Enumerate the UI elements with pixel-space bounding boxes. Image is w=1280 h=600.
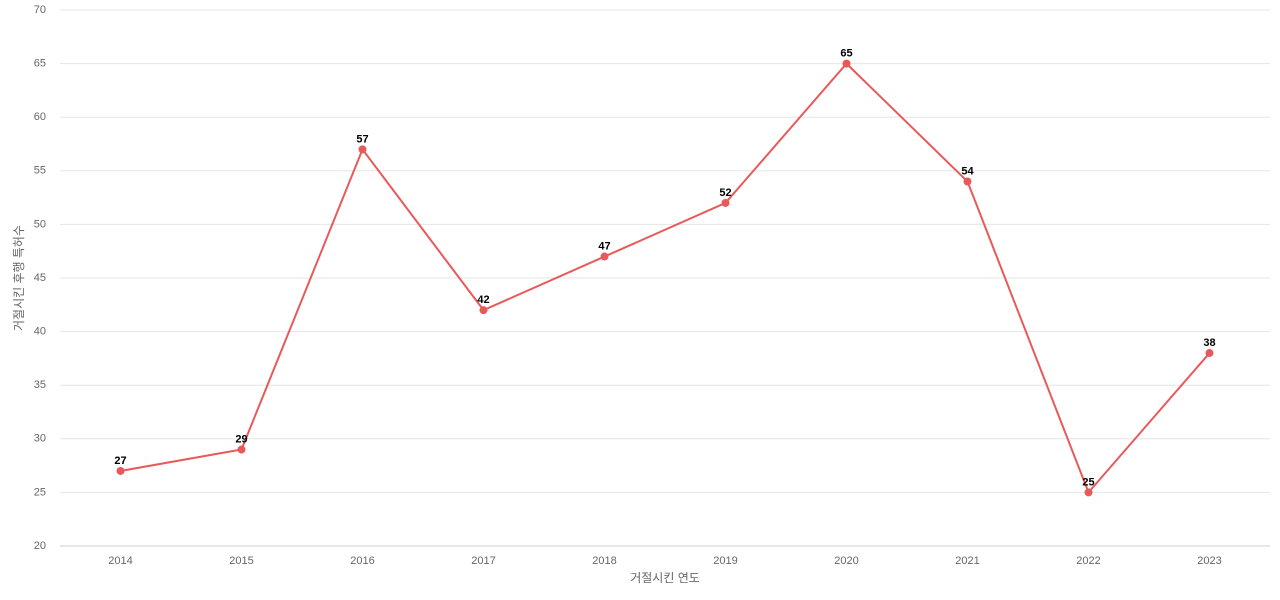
data-label: 47 xyxy=(598,240,610,252)
data-label: 38 xyxy=(1203,337,1215,349)
data-label: 57 xyxy=(356,133,368,145)
data-label: 42 xyxy=(477,294,489,306)
x-tick-label: 2017 xyxy=(471,555,495,567)
data-label: 29 xyxy=(235,433,247,445)
point xyxy=(963,177,972,186)
x-tick-label: 2014 xyxy=(108,555,132,567)
y-tick-label: 25 xyxy=(34,486,46,498)
point xyxy=(600,252,609,261)
data-label: 52 xyxy=(719,187,731,199)
x-tick-label: 2021 xyxy=(955,555,979,567)
y-tick-label: 60 xyxy=(34,111,46,123)
y-tick-label: 35 xyxy=(34,379,46,391)
x-tick-label: 2016 xyxy=(350,555,374,567)
data-label: 65 xyxy=(840,48,852,60)
y-tick-label: 20 xyxy=(34,540,46,552)
point xyxy=(1205,349,1214,358)
point xyxy=(237,445,246,454)
y-tick-label: 55 xyxy=(34,165,46,177)
x-tick-label: 2015 xyxy=(229,555,253,567)
y-tick-label: 40 xyxy=(34,326,46,338)
data-label: 25 xyxy=(1082,476,1094,488)
y-tick-label: 70 xyxy=(34,4,46,16)
point xyxy=(842,59,851,68)
x-tick-label: 2019 xyxy=(713,555,737,567)
point xyxy=(358,145,367,154)
y-tick-label: 50 xyxy=(34,218,46,230)
x-tick-label: 2023 xyxy=(1197,555,1221,567)
data-label: 54 xyxy=(961,165,974,177)
x-tick-label: 2020 xyxy=(834,555,858,567)
y-tick-label: 65 xyxy=(34,58,46,70)
point xyxy=(721,198,730,207)
point xyxy=(116,466,125,475)
point xyxy=(479,306,488,315)
y-tick-label: 45 xyxy=(34,272,46,284)
y-tick-label: 30 xyxy=(34,433,46,445)
y-axis-title: 거절시킨 후행 특허수 xyxy=(11,225,26,331)
data-label: 27 xyxy=(114,455,126,467)
x-tick-label: 2022 xyxy=(1076,555,1100,567)
x-axis-title: 거절시킨 연도 xyxy=(630,571,700,585)
x-tick-label: 2018 xyxy=(592,555,616,567)
point xyxy=(1084,488,1093,497)
line xyxy=(120,62,1211,495)
